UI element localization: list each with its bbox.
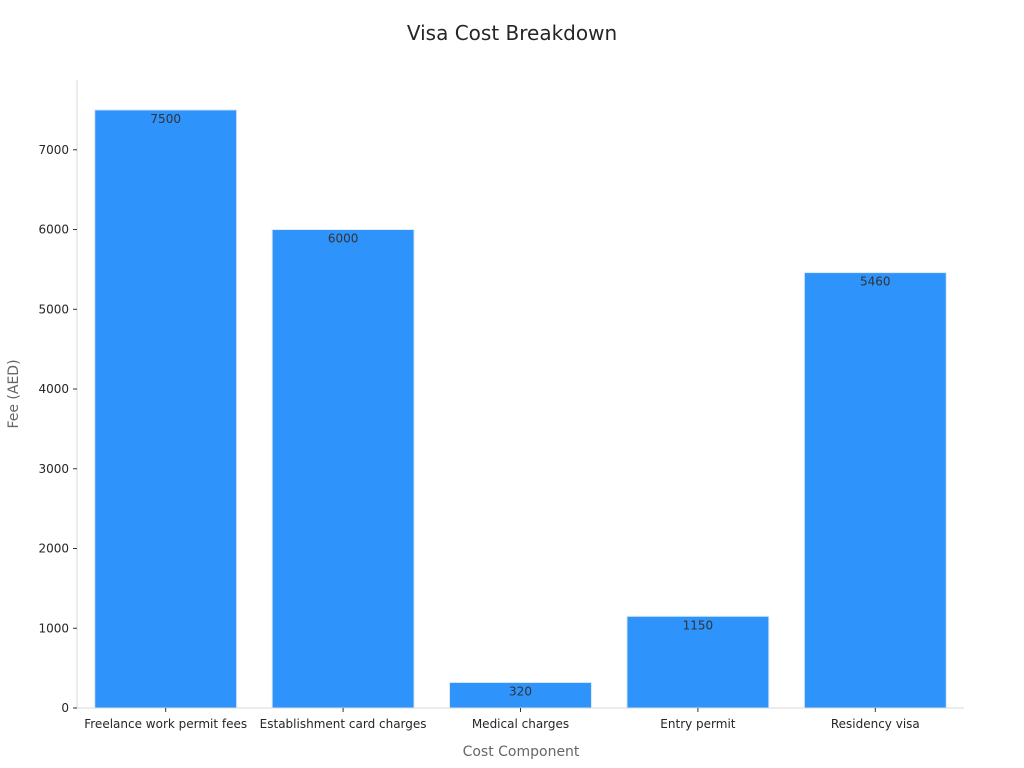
data-label: 5460 — [860, 275, 891, 289]
bar — [449, 681, 592, 709]
x-tick-label: Establishment card charges — [260, 717, 427, 731]
bar — [626, 615, 770, 709]
bar — [803, 272, 947, 709]
y-tick-label: 6000 — [38, 223, 69, 237]
y-tick-label: 2000 — [38, 542, 69, 556]
bar — [94, 109, 238, 709]
data-label: 320 — [509, 684, 532, 698]
x-tick-label: Entry permit — [660, 717, 735, 731]
y-tick-label: 5000 — [38, 302, 69, 316]
y-tick-label: 7000 — [38, 143, 69, 157]
y-axis-label: Fee (AED) — [6, 359, 22, 428]
bar — [271, 229, 415, 709]
chart-title: Visa Cost Breakdown — [407, 21, 617, 45]
data-label: 6000 — [328, 232, 359, 246]
x-tick-label: Freelance work permit fees — [84, 717, 247, 731]
data-label: 1150 — [683, 618, 714, 632]
x-ticks-layer: Freelance work permit fees Establishment … — [84, 708, 920, 731]
data-labels-layer: 7500 6000 320 1150 5460 — [150, 112, 890, 699]
x-tick-label: Medical charges — [472, 717, 569, 731]
y-tick-label: 3000 — [38, 462, 69, 476]
y-tick-label: 0 — [61, 701, 69, 715]
x-axis-label: Cost Component — [463, 744, 580, 760]
data-label: 7500 — [150, 112, 181, 126]
x-tick-label: Residency visa — [831, 717, 920, 731]
y-tick-label: 4000 — [38, 382, 69, 396]
y-tick-label: 1000 — [38, 621, 69, 635]
y-ticks-layer: 0 1000 2000 3000 4000 5000 6000 7000 — [38, 143, 77, 715]
bars-layer — [94, 109, 947, 709]
